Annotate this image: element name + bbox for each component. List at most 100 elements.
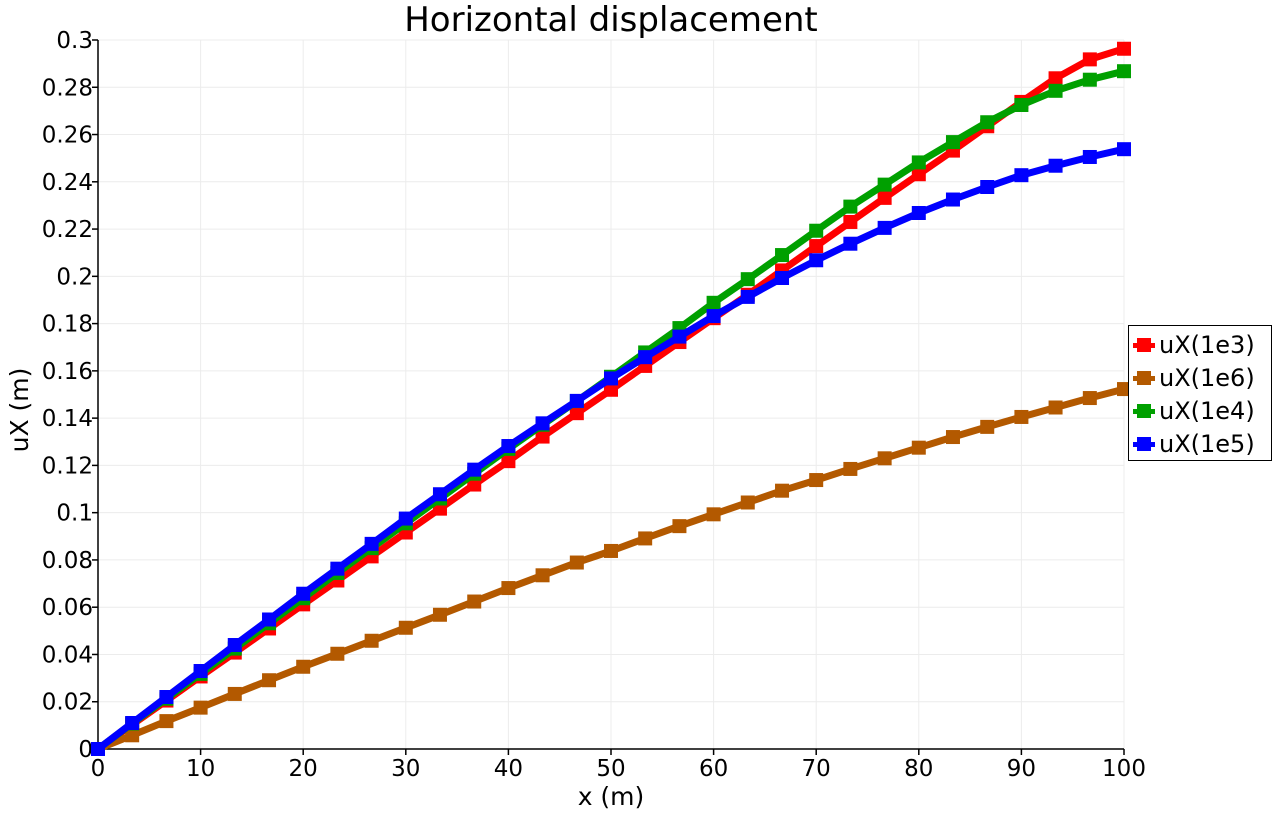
data-point	[911, 440, 926, 455]
y-tick-label: 0.16	[42, 359, 93, 385]
data-point	[467, 477, 482, 492]
data-point	[775, 483, 790, 498]
data-point	[1117, 64, 1131, 79]
data-point	[843, 199, 858, 214]
y-axis-label: uX (m)	[5, 367, 34, 453]
legend-swatch	[1133, 369, 1155, 387]
chart-title: Horizontal displacement	[404, 0, 818, 40]
data-point	[980, 419, 995, 434]
data-point	[672, 519, 687, 534]
data-point	[193, 664, 208, 679]
y-tick-label: 0.2	[56, 264, 93, 290]
data-point	[159, 714, 174, 729]
y-tick-label: 0.18	[42, 312, 93, 338]
data-point	[330, 646, 345, 661]
data-point	[638, 531, 653, 546]
legend-label: uX(1e5)	[1159, 429, 1255, 458]
legend-swatch	[1133, 435, 1155, 453]
data-point	[604, 543, 618, 558]
data-point	[296, 659, 311, 674]
data-point	[125, 728, 140, 743]
y-tick-label: 0	[78, 737, 93, 763]
data-point	[262, 612, 277, 627]
data-point	[945, 135, 960, 150]
data-point	[1117, 41, 1131, 56]
data-point	[740, 495, 755, 510]
data-point	[775, 248, 790, 263]
data-point	[672, 329, 687, 344]
data-point	[1082, 391, 1097, 406]
data-point	[569, 406, 584, 421]
data-point	[1117, 142, 1131, 157]
data-point	[535, 416, 550, 431]
data-point	[535, 568, 550, 583]
data-point	[159, 690, 174, 705]
data-point	[535, 429, 550, 444]
legend-swatch	[1133, 336, 1155, 354]
data-point	[877, 177, 892, 192]
data-point	[809, 473, 824, 488]
y-tick-label: 0.22	[42, 217, 93, 243]
data-point	[91, 742, 105, 756]
data-point	[193, 700, 208, 715]
data-point	[364, 536, 379, 551]
data-point	[227, 686, 242, 701]
data-point	[501, 439, 516, 454]
data-point	[945, 430, 960, 445]
data-point	[262, 673, 277, 688]
x-tick-label: 40	[494, 756, 523, 782]
data-point	[1117, 382, 1131, 397]
data-point	[980, 179, 995, 194]
data-point	[227, 638, 242, 653]
legend: uX(1e3) uX(1e6) uX(1e4) uX(1e5)	[1128, 325, 1272, 461]
x-tick-label: 20	[289, 756, 318, 782]
data-point	[364, 633, 379, 648]
data-point	[296, 586, 311, 601]
data-point	[467, 594, 482, 609]
y-tick-label: 0.3	[56, 28, 93, 54]
legend-swatch	[1133, 402, 1155, 420]
data-point	[330, 561, 345, 576]
x-axis-label: x (m)	[577, 782, 645, 811]
data-point	[911, 155, 926, 170]
y-tick-label: 0.14	[42, 406, 93, 432]
y-tick-label: 0.04	[42, 642, 93, 668]
data-point	[501, 454, 516, 469]
data-point	[911, 205, 926, 220]
legend-item: uX(1e5)	[1129, 427, 1271, 460]
x-tick-label: 100	[1102, 756, 1146, 782]
data-point	[1082, 149, 1097, 164]
legend-item: uX(1e3)	[1129, 328, 1271, 361]
data-point	[980, 115, 995, 130]
y-tick-label: 0.02	[42, 690, 93, 716]
data-point	[809, 239, 824, 254]
data-point	[706, 507, 721, 522]
data-point	[432, 487, 447, 502]
y-tick-label: 0.12	[42, 453, 93, 479]
x-tick-label: 90	[1007, 756, 1036, 782]
y-tick-label: 0.24	[42, 170, 93, 196]
data-point	[843, 461, 858, 476]
data-point	[877, 220, 892, 235]
data-point	[604, 382, 618, 397]
x-tick-label: 10	[186, 756, 215, 782]
x-tick-label: 60	[699, 756, 728, 782]
data-point	[638, 350, 653, 365]
data-point	[775, 270, 790, 285]
data-point	[945, 192, 960, 207]
legend-item: uX(1e6)	[1129, 361, 1271, 394]
x-tick-label: 70	[802, 756, 831, 782]
data-point	[740, 272, 755, 287]
data-point	[1082, 52, 1097, 67]
y-tick-label: 0.06	[42, 595, 93, 621]
data-point	[432, 607, 447, 622]
data-point	[604, 371, 618, 386]
data-point	[1014, 409, 1029, 424]
data-point	[1014, 97, 1029, 112]
data-point	[1048, 400, 1063, 415]
data-point	[809, 253, 824, 268]
legend-item: uX(1e4)	[1129, 394, 1271, 427]
legend-label: uX(1e4)	[1159, 396, 1255, 425]
